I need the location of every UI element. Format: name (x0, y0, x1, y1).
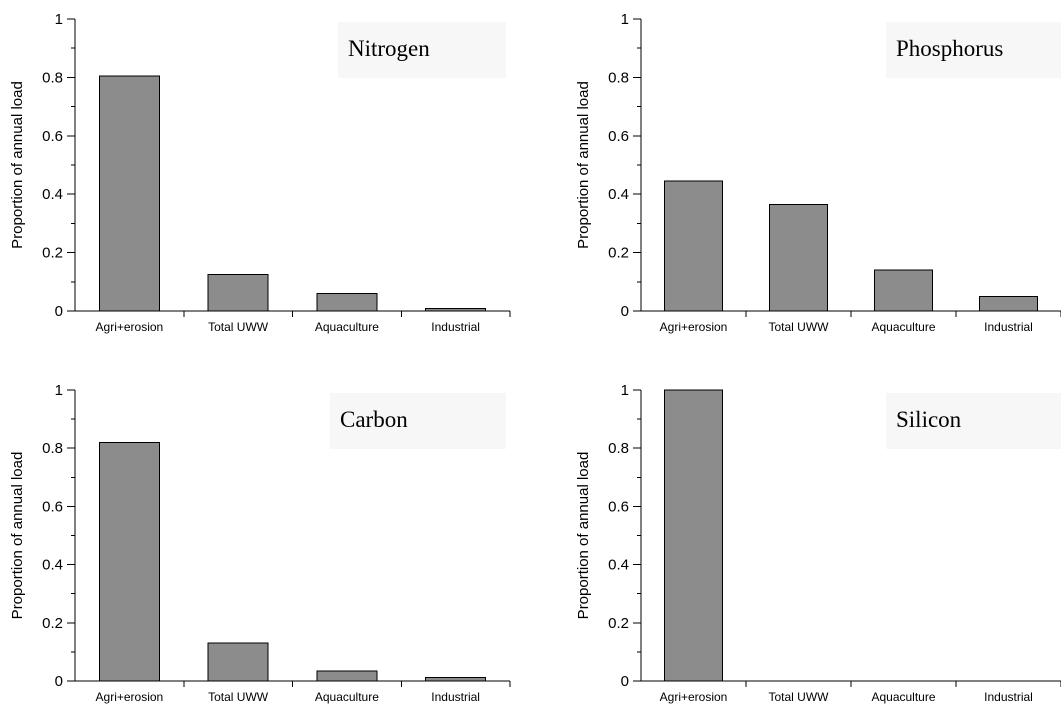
title-background (886, 22, 1061, 78)
title-background (330, 393, 506, 449)
bar (316, 293, 378, 312)
chart-title: Phosphorus (896, 36, 1003, 61)
y-tick-label: 0.4 (608, 557, 629, 574)
y-tick-label: 0.8 (42, 440, 63, 457)
y-tick-label: 1 (55, 382, 63, 399)
x-tick-label: Agri+erosion (96, 690, 164, 704)
chart-title: Nitrogen (348, 36, 430, 61)
title-background (338, 22, 506, 78)
x-tick-label: Total UWW (208, 320, 269, 334)
bar (769, 203, 828, 312)
y-axis-label: Proportion of annual load (9, 81, 26, 249)
chart-title: Silicon (896, 407, 962, 432)
chart-panel-nitrogen: Nitrogen 0 0.2 0.4 0.6 0.8 1 Agri+erosion Total … (9, 11, 511, 334)
y-tick-label: 0 (621, 303, 629, 320)
x-tick-label: Total UWW (769, 320, 830, 334)
y-tick-label: 1 (55, 11, 63, 28)
x-tick-label: Aquaculture (871, 690, 935, 704)
x-tick-label: Industrial (984, 690, 1033, 704)
x-tick-label: Industrial (431, 320, 480, 334)
x-tick-label: Aquaculture (871, 320, 935, 334)
chart-panel-silicon: Silicon 0 0.2 0.4 0.6 0.8 1 Agri+erosion Total U… (575, 382, 1061, 704)
y-tick-label: 0.2 (608, 245, 629, 262)
bar (979, 295, 1038, 312)
bar (99, 441, 160, 682)
bar (425, 677, 487, 682)
bar (99, 75, 160, 312)
y-tick-label: 0.8 (608, 440, 629, 457)
x-tick-label: Industrial (984, 320, 1033, 334)
y-tick-label: 0 (55, 673, 63, 690)
y-axis-label: Proportion of annual load (575, 452, 592, 620)
y-axis-label: Proportion of annual load (575, 81, 592, 249)
x-tick-label: Total UWW (208, 690, 269, 704)
y-tick-label: 0.6 (608, 128, 629, 145)
x-tick-label: Industrial (431, 690, 480, 704)
y-tick-label: 0.6 (608, 498, 629, 515)
y-tick-label: 1 (621, 382, 629, 399)
chart-panel-carbon: Carbon 0 0.2 0.4 0.6 0.8 1 Agri+erosion Total UW… (9, 382, 511, 704)
y-tick-label: 0 (55, 303, 63, 320)
x-tick-label: Agri+erosion (96, 320, 164, 334)
bar (207, 274, 269, 312)
y-tick-label: 0.8 (608, 69, 629, 86)
y-tick-label: 0 (621, 673, 629, 690)
x-tick-label: Agri+erosion (660, 690, 728, 704)
y-tick-label: 0.4 (608, 186, 629, 203)
chart-panel-phosphorus: Phosphorus 0 0.2 0.4 0.6 0.8 1 Agri+erosion Tota… (575, 11, 1061, 334)
y-axis-label: Proportion of annual load (9, 452, 26, 620)
y-tick-label: 1 (621, 11, 629, 28)
x-tick-label: Agri+erosion (660, 320, 728, 334)
y-tick-label: 0.2 (608, 615, 629, 632)
bar (664, 389, 723, 682)
bar (874, 269, 933, 312)
y-tick-label: 0.4 (42, 557, 63, 574)
bar (207, 642, 269, 682)
y-tick-label: 0.6 (42, 128, 63, 145)
y-tick-label: 0.4 (42, 186, 63, 203)
y-tick-label: 0.6 (42, 498, 63, 515)
x-tick-label: Aquaculture (315, 320, 379, 334)
bar (664, 180, 723, 312)
title-background (886, 393, 1061, 449)
y-tick-label: 0.8 (42, 69, 63, 86)
chart-title: Carbon (340, 407, 408, 432)
y-tick-label: 0.2 (42, 615, 63, 632)
bar (316, 670, 378, 682)
y-tick-label: 0.2 (42, 245, 63, 262)
x-tick-label: Total UWW (769, 690, 830, 704)
x-tick-label: Aquaculture (315, 690, 379, 704)
